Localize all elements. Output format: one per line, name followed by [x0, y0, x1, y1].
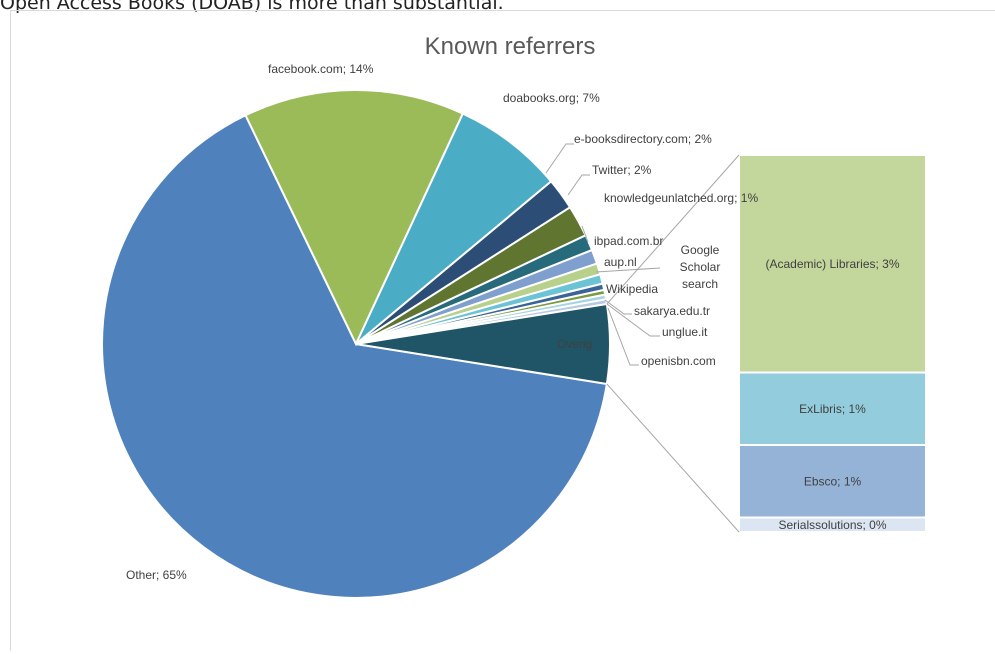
leader-line-ibpad-com-br	[581, 225, 589, 243]
bar-segment-academic-libraries	[738, 154, 927, 374]
slice-label-openisbn-com: openisbn.com	[641, 354, 716, 368]
slice-label-knowledgeunlatched-org: knowledgeunlatched.org; 1%	[604, 191, 758, 205]
stacked-bar	[738, 154, 927, 533]
pie-slice-other	[101, 113, 608, 599]
bar-segment-serialssolutions	[738, 516, 927, 533]
slice-label-twitter: Twitter; 2%	[592, 163, 652, 177]
data-labels: (Academic) Libraries; 3% ExLibris; 1% Ebsc…	[126, 62, 900, 582]
slice-label-aup-nl: aup.nl	[604, 255, 637, 269]
chart-frame	[10, 10, 995, 651]
slice-label-overig: Overig	[557, 337, 592, 351]
connector-line-bottom	[606, 383, 740, 533]
pie-slice-facebook-com	[244, 89, 465, 347]
leader-lines	[545, 143, 740, 533]
bar-segment-ebsco	[738, 444, 927, 519]
slice-label-other: Other; 65%	[126, 568, 187, 582]
leader-line-twitter	[567, 174, 590, 196]
leader-line-openisbn-com	[607, 307, 639, 366]
slice-label-sakarya-edu-tr: sakarya.edu.tr	[634, 304, 710, 318]
bar-label-ebsco: Ebsco; 1%	[804, 474, 862, 488]
slice-label-unglue-it: unglue.it	[662, 325, 708, 339]
pie	[101, 89, 611, 599]
pie-slice-doabooks-org	[355, 112, 553, 345]
slice-label-ibpad-com-br: ibpad.com.br	[594, 234, 663, 248]
connector-line-top	[606, 154, 740, 305]
slice-label-wikipedia: Wikipedia	[606, 282, 658, 296]
bar-label-exlibris: ExLibris; 1%	[799, 402, 866, 416]
bar-label-serialssolutions: Serialssolutions; 0%	[778, 518, 886, 532]
bar-label-academic-libraries: (Academic) Libraries; 3%	[765, 257, 899, 271]
slice-label-e-booksdirectory-com: e-booksdirectory.com; 2%	[574, 132, 712, 146]
slice-label-facebook-com: facebook.com; 14%	[268, 62, 374, 76]
slice-label-doabooks-org: doabooks.org; 7%	[503, 91, 600, 105]
slice-label-google-scholar-search: Google Scholar search	[680, 243, 721, 291]
bar-segment-exlibris	[738, 371, 927, 446]
leader-line-sakarya-edu-tr	[604, 299, 632, 315]
leader-line-e-booksdirectory-com	[545, 143, 574, 174]
chart-title: Known referrers	[425, 33, 596, 60]
pie-slice-overig	[355, 302, 611, 386]
leader-line-unglue-it	[606, 303, 660, 337]
leader-line-google-scholar-search	[595, 267, 661, 273]
